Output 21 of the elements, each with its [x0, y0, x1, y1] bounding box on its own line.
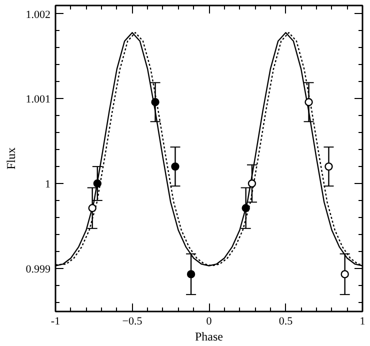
point [340, 270, 349, 278]
point [248, 179, 256, 188]
point [93, 179, 102, 188]
x-tick-label: 0 [206, 316, 212, 328]
point [304, 98, 313, 106]
point [324, 162, 333, 171]
y-axis-title: Flux [4, 147, 18, 170]
point [171, 162, 180, 171]
point [186, 270, 196, 278]
x-axis-title: Phase [195, 330, 223, 344]
point [242, 204, 250, 212]
y-tick-label: 1.002 [26, 8, 50, 21]
y-tick-label: 1 [45, 178, 50, 191]
x-tick-label: −0.5 [122, 316, 143, 328]
point [151, 98, 160, 106]
x-tick-label: 1 [360, 316, 366, 328]
x-tick-label: 0.5 [278, 316, 294, 328]
y-tick-label: 0.999 [26, 263, 51, 276]
y-tick-label: 1.001 [26, 94, 50, 106]
x-tick-label: -1 [50, 316, 60, 328]
point [88, 204, 96, 212]
